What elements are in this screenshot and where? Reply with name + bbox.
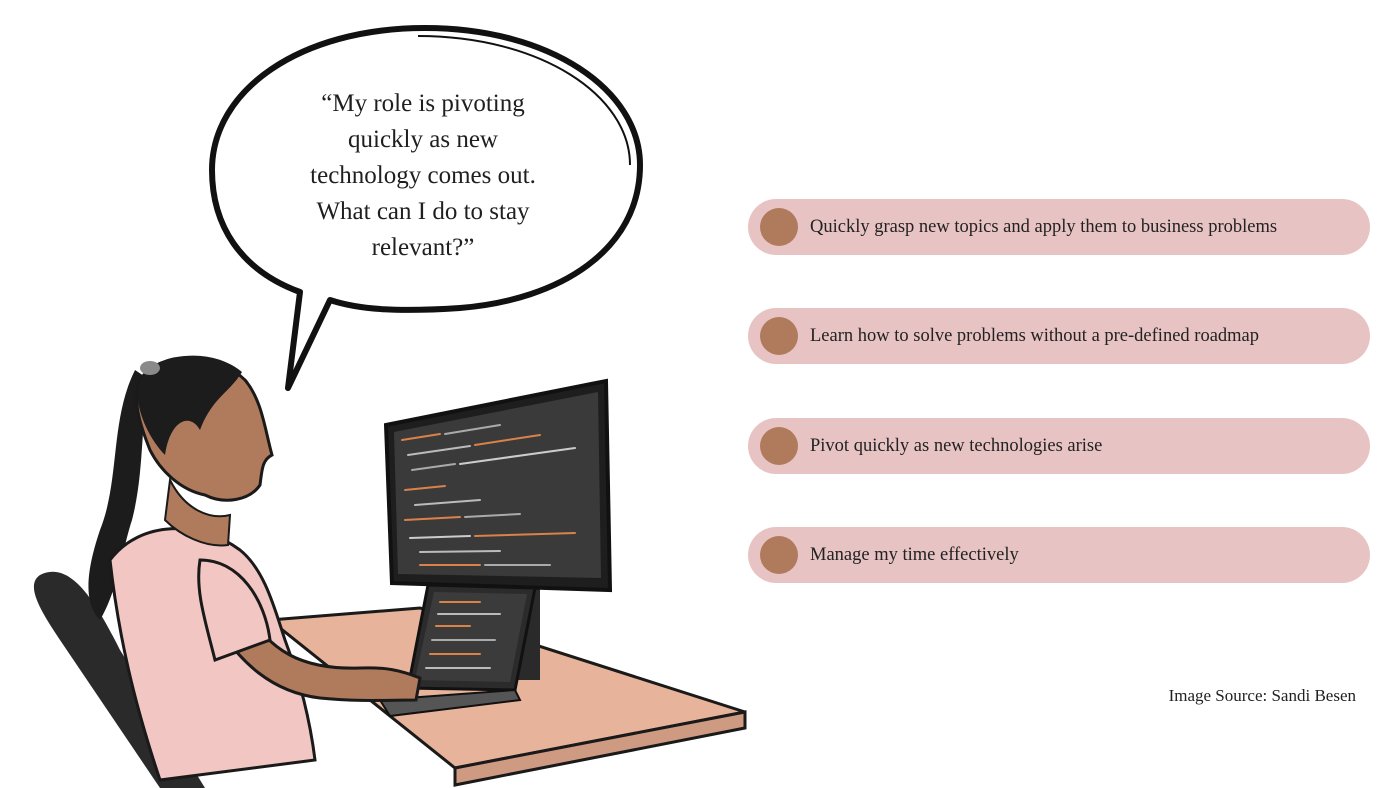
list-item-label: Quickly grasp new topics and apply them … xyxy=(810,216,1278,237)
list-item-label: Manage my time effectively xyxy=(810,544,1019,565)
speech-bubble-text: “My role is pivoting quickly as new tech… xyxy=(268,86,578,266)
list-item: Manage my time effectively xyxy=(748,527,1370,583)
list-item-label: Learn how to solve problems without a pr… xyxy=(810,325,1260,346)
list-item: Learn how to solve problems without a pr… xyxy=(748,308,1370,364)
bullet-dot-icon xyxy=(760,536,798,574)
bullet-dot-icon xyxy=(760,208,798,246)
list-item-label: Pivot quickly as new technologies arise xyxy=(810,435,1103,456)
quote-line: “My role is pivoting xyxy=(321,90,525,117)
speech-bubble xyxy=(209,25,643,391)
laptop xyxy=(378,583,537,718)
quote-line: relevant?” xyxy=(371,234,475,261)
list-item: Quickly grasp new topics and apply them … xyxy=(748,199,1370,255)
quote-line: technology comes out. xyxy=(310,162,536,189)
monitor xyxy=(383,378,613,593)
illustration xyxy=(33,25,747,788)
image-source-caption: Image Source: Sandi Besen xyxy=(1168,686,1356,705)
person xyxy=(88,355,422,782)
quote-line: quickly as new xyxy=(348,126,498,153)
bullet-dot-icon xyxy=(760,317,798,355)
quote-line: What can I do to stay xyxy=(316,198,530,225)
list-item: Pivot quickly as new technologies arise xyxy=(748,418,1370,474)
bullet-dot-icon xyxy=(760,427,798,465)
